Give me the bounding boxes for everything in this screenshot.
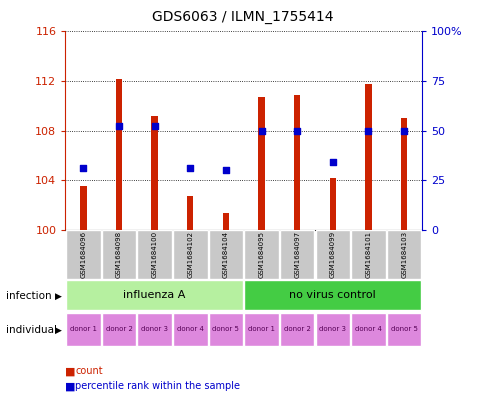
- Bar: [173, 230, 207, 279]
- Text: no virus control: no virus control: [289, 290, 376, 300]
- Bar: [386, 313, 421, 345]
- Bar: [222, 213, 228, 230]
- Text: GSM1684095: GSM1684095: [258, 231, 264, 278]
- Bar: [244, 230, 278, 279]
- Text: donor 1: donor 1: [247, 326, 274, 332]
- Text: ▶: ▶: [55, 326, 61, 334]
- Text: GDS6063 / ILMN_1755414: GDS6063 / ILMN_1755414: [151, 10, 333, 24]
- Text: donor 4: donor 4: [177, 326, 203, 332]
- Point: [399, 128, 407, 134]
- Text: donor 2: donor 2: [283, 326, 310, 332]
- Bar: [80, 187, 86, 230]
- Text: GSM1684104: GSM1684104: [223, 231, 228, 278]
- Text: GSM1684099: GSM1684099: [329, 231, 335, 278]
- Point: [364, 128, 372, 134]
- Bar: [102, 313, 136, 345]
- Bar: [244, 280, 421, 310]
- Text: GSM1684103: GSM1684103: [400, 231, 406, 278]
- Text: ▶: ▶: [55, 292, 61, 300]
- Text: GSM1684100: GSM1684100: [151, 231, 157, 278]
- Bar: [400, 118, 407, 230]
- Text: donor 1: donor 1: [70, 326, 97, 332]
- Bar: [315, 230, 349, 279]
- Bar: [137, 313, 171, 345]
- Text: donor 3: donor 3: [141, 326, 168, 332]
- Text: GSM1684098: GSM1684098: [116, 231, 121, 278]
- Text: GSM1684102: GSM1684102: [187, 231, 193, 278]
- Bar: [187, 196, 193, 230]
- Text: influenza A: influenza A: [123, 290, 185, 300]
- Bar: [350, 313, 385, 345]
- Text: ■: ■: [65, 366, 76, 376]
- Bar: [66, 313, 100, 345]
- Bar: [279, 313, 314, 345]
- Bar: [66, 230, 100, 279]
- Bar: [102, 230, 136, 279]
- Text: infection: infection: [6, 291, 52, 301]
- Text: count: count: [75, 366, 103, 376]
- Point: [328, 158, 336, 165]
- Text: ■: ■: [65, 381, 76, 391]
- Bar: [208, 230, 242, 279]
- Text: GSM1684097: GSM1684097: [294, 231, 300, 278]
- Point: [257, 128, 265, 134]
- Text: GSM1684101: GSM1684101: [365, 231, 371, 278]
- Text: individual: individual: [6, 325, 57, 335]
- Bar: [116, 79, 122, 230]
- Point: [222, 167, 229, 174]
- Bar: [350, 230, 385, 279]
- Bar: [386, 230, 421, 279]
- Bar: [315, 313, 349, 345]
- Text: percentile rank within the sample: percentile rank within the sample: [75, 381, 240, 391]
- Text: donor 5: donor 5: [390, 326, 417, 332]
- Bar: [173, 313, 207, 345]
- Bar: [279, 230, 314, 279]
- Point: [115, 123, 122, 129]
- Bar: [151, 116, 157, 230]
- Bar: [364, 84, 371, 230]
- Point: [186, 165, 194, 171]
- Text: donor 4: donor 4: [354, 326, 381, 332]
- Bar: [258, 97, 264, 230]
- Bar: [137, 230, 171, 279]
- Bar: [244, 313, 278, 345]
- Bar: [66, 280, 242, 310]
- Text: donor 2: donor 2: [106, 326, 132, 332]
- Point: [151, 123, 158, 129]
- Point: [79, 165, 87, 171]
- Bar: [208, 313, 242, 345]
- Text: donor 3: donor 3: [318, 326, 346, 332]
- Bar: [329, 178, 335, 230]
- Text: GSM1684096: GSM1684096: [80, 231, 86, 278]
- Point: [293, 128, 301, 134]
- Bar: [293, 95, 300, 230]
- Text: donor 5: donor 5: [212, 326, 239, 332]
